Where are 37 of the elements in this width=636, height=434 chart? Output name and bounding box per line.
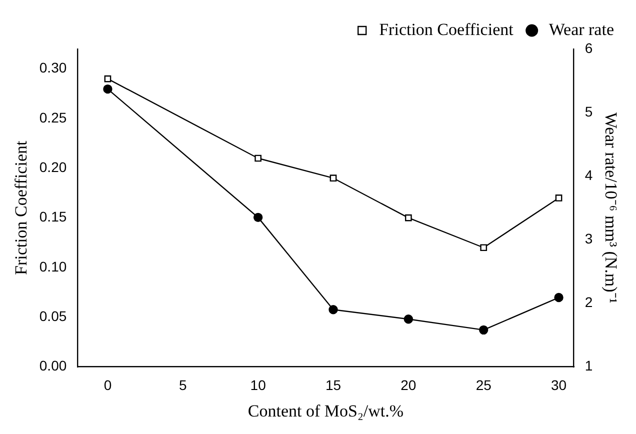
y-tick-label: 0.30 [39,60,67,76]
point [330,174,337,182]
y2-axis-title: Wear rate/10⁻⁶ mm³ (N.m)⁻¹ [601,112,620,304]
y2-tick-label: 6 [584,40,593,56]
x-tick-label: 5 [178,377,187,394]
y2-tick-label: 1 [584,358,593,374]
y2-tick-label: 5 [584,103,593,120]
y-tick-label: 0.20 [39,159,67,176]
x-tick-label: 10 [250,377,266,394]
legend-label: Friction Coefficient [379,20,514,39]
y-tick-label: 0.15 [39,208,67,225]
x-tick-label: 20 [400,377,416,394]
y-tick-label: 0.25 [39,109,67,126]
y2-tick-label: 2 [584,294,593,310]
y-tick-label: 0.10 [39,258,67,274]
x-tick-label: 15 [325,377,342,394]
point [328,304,338,314]
y-tick-label: 0.00 [39,358,67,374]
point [404,214,412,222]
point [554,292,564,302]
y2-tick-label: 3 [584,230,593,247]
point [254,154,262,162]
point [253,212,263,222]
point [103,84,112,94]
x-tick-label: 25 [476,377,492,394]
y-axis-title: Friction Coefficient [12,140,31,276]
point [555,194,562,202]
x-tick-label: 30 [550,377,567,394]
point [104,75,112,82]
y-tick-label: 0.05 [39,308,67,324]
point [404,314,414,324]
x-tick-label: 0 [104,377,112,394]
x-axis-title: Content of MoS₂/wt.% [248,401,404,420]
point [479,325,488,335]
legend-label: Wear rate [548,20,614,39]
y2-tick-label: 4 [584,166,593,183]
point [480,244,488,252]
